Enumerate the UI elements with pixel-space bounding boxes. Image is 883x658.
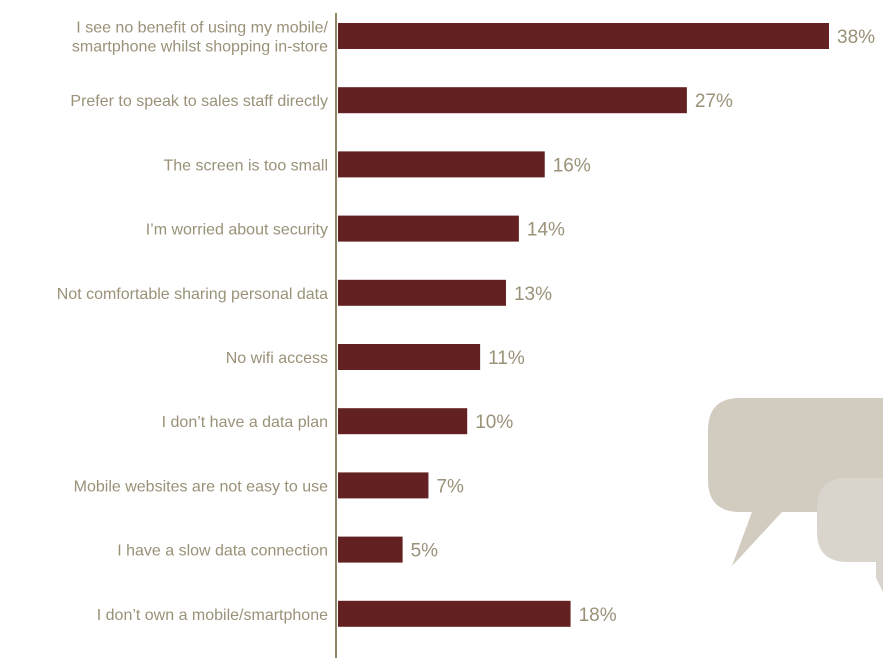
value-label-4: 13%	[514, 284, 552, 305]
value-label-1: 27%	[695, 91, 733, 112]
category-label-1: Prefer to speak to sales staff directly	[70, 93, 328, 110]
bar-8	[338, 536, 403, 563]
bars-group	[338, 23, 829, 627]
category-label-4: Not comfortable sharing personal data	[57, 286, 328, 303]
speech-bubble-back	[708, 398, 883, 566]
category-label-8: I have a slow data connection	[117, 543, 328, 560]
value-label-3: 14%	[527, 220, 565, 241]
speech-bubbles-icon	[708, 398, 883, 592]
value-label-9: 18%	[579, 605, 617, 626]
bar-3	[338, 215, 519, 242]
value-label-5: 11%	[488, 348, 525, 369]
category-label-2: The screen is too small	[163, 157, 328, 174]
category-label-7: Mobile websites are not easy to use	[74, 478, 328, 495]
category-labels: I see no benefit of using my mobile/smar…	[57, 20, 329, 624]
bar-9	[338, 600, 571, 627]
bar-6	[338, 408, 468, 435]
value-label-2: 16%	[553, 155, 591, 176]
bar-7	[338, 472, 429, 499]
bar-1	[338, 87, 687, 114]
category-label-3: I’m worried about security	[146, 222, 328, 239]
bar-4	[338, 279, 506, 306]
bar-0	[338, 23, 829, 49]
bar-2	[338, 151, 545, 178]
speech-bubble-front	[817, 478, 883, 592]
value-label-8: 5%	[411, 541, 439, 562]
value-label-6: 10%	[475, 412, 513, 433]
category-label-9: I don’t own a mobile/smartphone	[97, 607, 328, 624]
value-labels: 38% 27% 16% 14% 13% 11% 10% 7% 5% 18%	[411, 27, 876, 626]
category-label-0-line-1: smartphone whilst shopping in-store	[72, 39, 328, 56]
category-label-5: No wifi access	[226, 350, 328, 367]
bar-5	[338, 344, 481, 370]
category-label-6: I don’t have a data plan	[162, 414, 328, 431]
category-label-0-line-0: I see no benefit of using my mobile/	[76, 20, 328, 37]
value-label-7: 7%	[436, 476, 464, 497]
value-label-0: 38%	[837, 27, 875, 48]
